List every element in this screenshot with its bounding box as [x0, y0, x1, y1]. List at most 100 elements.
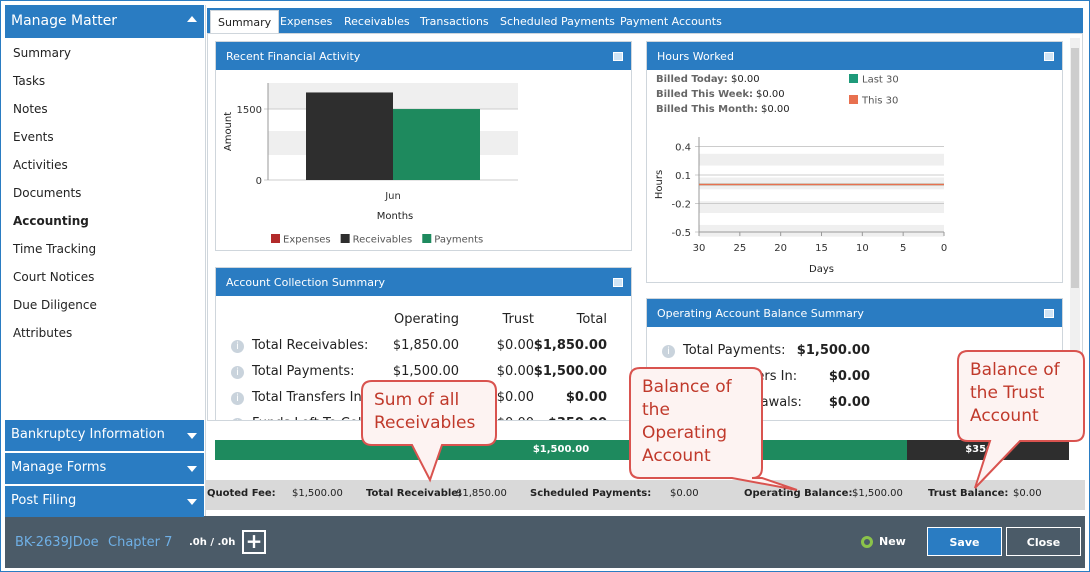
- tab[interactable]: Summary: [210, 10, 280, 33]
- sidebar-title[interactable]: Manage Matter: [5, 5, 204, 38]
- sidebar-item[interactable]: Tasks: [13, 74, 46, 88]
- y-tick-label: -0.2: [671, 200, 691, 211]
- cell: $0.00: [565, 390, 607, 405]
- panel-title: Operating Account Balance Summary: [647, 299, 1062, 327]
- summary-label: Trust Balance:: [928, 488, 1009, 499]
- summary-label: Total Receivable:: [366, 488, 463, 499]
- chapter[interactable]: Chapter 7: [108, 535, 173, 550]
- legend-label: Last 30: [862, 75, 899, 86]
- sidebar-item[interactable]: Notes: [13, 102, 48, 116]
- tab-bar: [207, 8, 1083, 33]
- bar: [393, 109, 480, 180]
- callout: [361, 380, 497, 483]
- sidebar-item[interactable]: Court Notices: [13, 270, 95, 284]
- stat-label: Billed Today:: [656, 74, 728, 85]
- cell: $0.00: [496, 390, 534, 405]
- tab[interactable]: Transactions: [420, 15, 489, 28]
- legend-label: This 30: [861, 96, 898, 107]
- tab[interactable]: Expenses: [280, 15, 333, 28]
- info-icon: i: [231, 418, 244, 420]
- summary-value: $0.00: [1013, 488, 1042, 499]
- legend-swatch: [849, 95, 858, 104]
- sidebar-item[interactable]: Events: [13, 130, 54, 144]
- chevron: [187, 433, 197, 439]
- column-header: Operating: [394, 312, 459, 327]
- summary-value: $0.00: [670, 488, 699, 499]
- stat-label: Billed This Week:: [656, 89, 754, 100]
- scrollbar[interactable]: [1070, 38, 1080, 418]
- add-button[interactable]: +: [242, 530, 266, 554]
- y-tick-label: 0: [256, 176, 262, 187]
- tab[interactable]: Receivables: [344, 15, 410, 28]
- grid-band: [699, 177, 944, 190]
- callout-text: Balance of the Operating Account: [642, 377, 733, 466]
- sidebar-item[interactable]: Time Tracking: [13, 242, 97, 256]
- legend-swatch: [422, 234, 432, 243]
- y-tick-label: 1500: [237, 105, 262, 116]
- x-tick-label: 30: [693, 243, 706, 254]
- cell: $0.00: [496, 338, 534, 353]
- sidebar-item[interactable]: Attributes: [13, 326, 73, 340]
- callout-text: Balance of the Trust Account: [970, 360, 1061, 426]
- grid-band: [699, 153, 944, 166]
- info-icon: i: [231, 366, 244, 379]
- sidebar-section[interactable]: Post Filing: [5, 486, 204, 517]
- x-tick-label: 0: [941, 243, 947, 254]
- cell: $1,500.00: [796, 343, 870, 358]
- close-button[interactable]: Close: [1006, 527, 1081, 556]
- stat-value: $0.00: [756, 89, 785, 100]
- x-tick-label: 10: [856, 243, 869, 254]
- legend-swatch: [849, 74, 858, 83]
- sidebar-item[interactable]: Accounting: [13, 214, 89, 228]
- y-axis-label: Hours: [654, 170, 665, 199]
- stat-value: $0.00: [761, 104, 790, 115]
- tab[interactable]: Scheduled Payments: [500, 15, 615, 28]
- row-label: Total Payments:: [683, 343, 786, 358]
- sidebar-section[interactable]: Manage Forms: [5, 453, 204, 484]
- matter-id[interactable]: BK-2639JDoe: [15, 535, 99, 550]
- cell: $0.00: [828, 395, 870, 410]
- panel-title: Recent Financial Activity: [216, 42, 631, 70]
- cell: $0.00: [828, 369, 870, 384]
- legend-label: Payments: [434, 235, 483, 246]
- row-label: Funds Left To Collect:: [252, 416, 390, 420]
- hours: .0h / .0h: [189, 537, 236, 548]
- y-tick-label: -0.5: [671, 228, 691, 239]
- bar: [306, 92, 393, 180]
- cell: $1,500.00: [533, 364, 607, 379]
- chevron: [187, 466, 197, 472]
- info-icon: i: [231, 340, 244, 353]
- sidebar-item[interactable]: Due Diligence: [13, 298, 97, 312]
- tab[interactable]: Payment Accounts: [620, 15, 722, 28]
- column-header: Total: [576, 312, 607, 327]
- x-tick-label: 25: [733, 243, 746, 254]
- y-axis-label: Amount: [223, 112, 234, 151]
- save-button[interactable]: Save: [927, 527, 1002, 556]
- bottom-bar: [5, 516, 1085, 568]
- y-tick-label: 0.4: [675, 143, 691, 154]
- cell: $1,850.00: [533, 338, 607, 353]
- cell: $0.00: [496, 364, 534, 379]
- legend-swatch: [271, 234, 280, 243]
- sidebar-item[interactable]: Documents: [13, 186, 82, 200]
- row-label: Total Receivables:: [252, 338, 369, 353]
- chevron: [187, 16, 197, 22]
- callout: [629, 367, 798, 491]
- sidebar-item[interactable]: Summary: [13, 46, 71, 60]
- callout-text: Sum of all Receivables: [374, 390, 475, 433]
- x-tick-label: Jun: [384, 191, 401, 202]
- panel-title: Account Collection Summary: [216, 268, 631, 296]
- grid-band: [699, 224, 944, 237]
- sidebar-item[interactable]: Activities: [13, 158, 68, 172]
- cell: $1,500.00: [392, 364, 459, 379]
- summary-value: $1,500.00: [292, 488, 343, 499]
- stat-label: Billed This Month:: [656, 104, 758, 115]
- cell: $1,850.00: [392, 338, 459, 353]
- y-tick-label: 0.1: [675, 171, 691, 182]
- summary-value: $1,850.00: [456, 488, 507, 499]
- sidebar-section[interactable]: Bankruptcy Information: [5, 420, 204, 451]
- info-icon: i: [231, 392, 244, 405]
- panel-title: Hours Worked: [647, 42, 1062, 70]
